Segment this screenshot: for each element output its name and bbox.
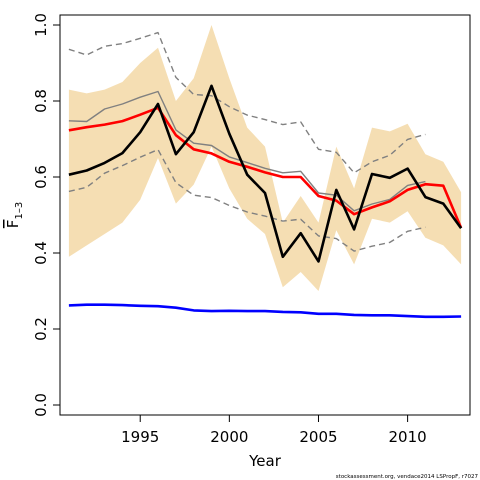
retro-lower-dashed-line [68, 148, 426, 252]
y-tick-label: 0.6 [32, 165, 50, 189]
y-axis-title: F1–3 [4, 202, 25, 228]
y-axis-title-subscript: 1–3 [14, 202, 25, 220]
y-tick-label: 1.0 [32, 13, 50, 37]
confidence-band-layer [68, 25, 462, 291]
y-axis: 0.0 0.2 0.4 0.6 0.8 1.0 [32, 13, 61, 417]
x-tick-label: 2005 [299, 428, 337, 446]
x-tick-label: 1995 [121, 428, 159, 446]
y-axis-title-main: F [4, 220, 22, 229]
x-tick-label: 2000 [210, 428, 248, 446]
y-tick-label: 0.8 [32, 89, 50, 113]
x-tick-label: 2010 [389, 428, 427, 446]
series-layer [68, 31, 463, 319]
y-tick-label: 0.0 [32, 393, 50, 417]
y-tick-label: 0.4 [32, 241, 50, 265]
smoothed-line [68, 106, 463, 229]
svg-text:F1–3: F1–3 [4, 202, 25, 228]
y-tick-label: 0.2 [32, 317, 50, 341]
confidence-band [68, 25, 462, 291]
x-axis-title: Year [248, 452, 282, 470]
x-axis: 1995 2000 2005 2010 [121, 415, 427, 446]
credit-text: stockassessment.org, vendace2014 LSPropF… [336, 474, 479, 480]
retro-mean-line [68, 90, 426, 212]
retro-upper-dashed-line [68, 31, 426, 174]
reference-line [68, 303, 462, 319]
estimate-line [68, 84, 463, 263]
